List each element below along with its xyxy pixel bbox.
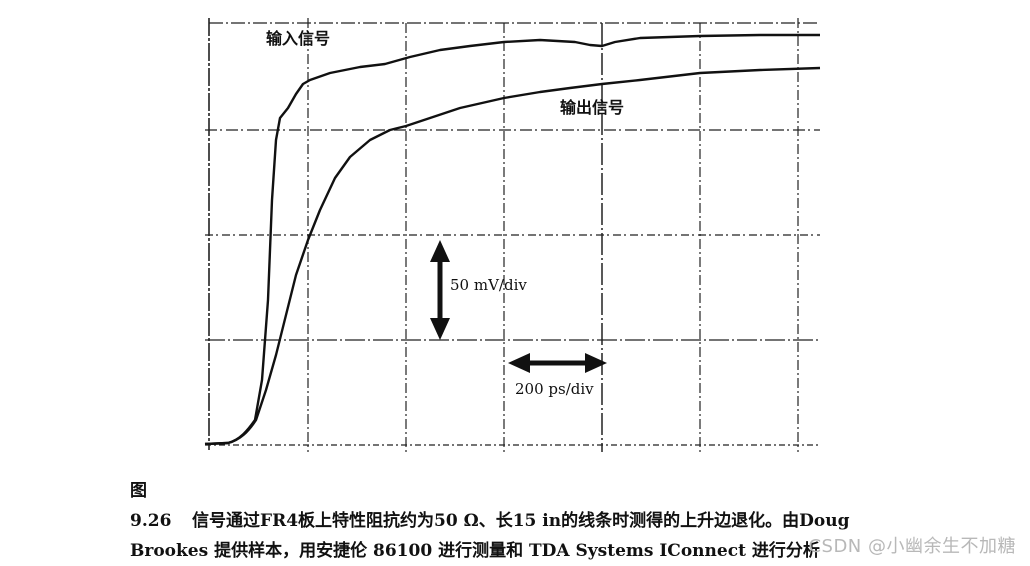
output-signal-curve <box>204 66 821 446</box>
waveform-plot: 输入信号 输出信号 50 mV/div 200 ps/div <box>204 18 821 452</box>
watermark: CSDN @小幽余生不加糖 <box>808 536 1016 557</box>
voltage-scale-label: 50 mV/div <box>450 276 527 294</box>
vertical-scale-arrow-icon <box>430 240 450 340</box>
horizontal-scale-arrow-icon <box>508 353 607 373</box>
time-scale-label: 200 ps/div <box>515 380 594 398</box>
caption-line-2: Brookes 提供样本，用安捷伦 86100 进行测量和 TDA System… <box>130 536 1010 566</box>
caption-text-1: 信号通过FR4板上特性阻抗约为50 Ω、长15 in的线条时测得的上升边退化。由… <box>192 511 850 531</box>
output-signal-label: 输出信号 <box>560 98 624 117</box>
caption-text-2: Brookes 提供样本，用安捷伦 86100 进行测量和 TDA System… <box>130 541 820 561</box>
caption-line-1: 图 9.26 信号通过FR4板上特性阻抗约为50 Ω、长15 in的线条时测得的上… <box>130 476 1010 536</box>
oscilloscope-figure: 输入信号 输出信号 50 mV/div 200 ps/div <box>204 18 821 452</box>
input-signal-label: 输入信号 <box>266 29 330 48</box>
figure-caption: 图 9.26 信号通过FR4板上特性阻抗约为50 Ω、长15 in的线条时测得的上… <box>130 476 1010 566</box>
grid <box>205 18 820 452</box>
figure-number: 图 9.26 <box>130 481 172 531</box>
